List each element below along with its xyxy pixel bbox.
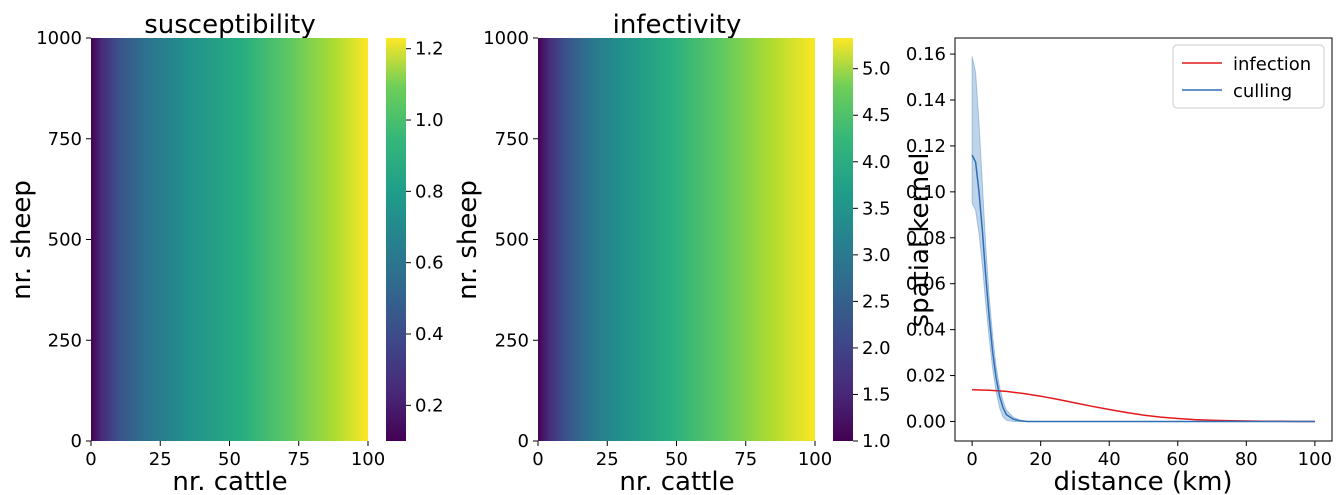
colorbar-susceptibility [386, 38, 406, 441]
series-line-culling [971, 154, 1315, 423]
y-tick-label-2-4: 1000 [483, 28, 529, 49]
colorbar-tick-label-2-7: 4.5 [862, 105, 891, 126]
x-tick-label-2-3: 75 [734, 449, 757, 470]
y-tick-label-1-0: 0 [71, 431, 82, 452]
colorbar-tick-label-2-2: 2.0 [862, 338, 891, 359]
colorbar-tick-label-1-5: 1.2 [415, 39, 444, 60]
colorbar-tick-label-1-4: 1.0 [415, 110, 444, 131]
x-axis-label-3: distance (km) [1053, 467, 1232, 495]
y-tick-label-1-3: 750 [48, 129, 82, 150]
x-tick-label-3-2: 40 [1098, 449, 1121, 470]
x-tick-label-1-3: 75 [287, 449, 310, 470]
colorbar-infectivity [833, 38, 853, 441]
colorbar-tick-label-2-8: 5.0 [862, 59, 891, 80]
x-tick-label-3-5: 100 [1298, 449, 1332, 470]
colorbar-tick-label-2-4: 3.0 [862, 245, 891, 266]
x-tick-label-2-1: 25 [596, 449, 619, 470]
x-tick-label-2-0: 0 [532, 449, 543, 470]
y-tick-label-3-4: 0.08 [906, 228, 946, 249]
colorbar-tick-label-2-3: 2.5 [862, 291, 891, 312]
y-tick-label-3-3: 0.06 [906, 274, 946, 295]
x-axis-label-1: nr. cattle [172, 467, 287, 495]
x-tick-label-1-0: 0 [85, 449, 96, 470]
x-tick-label-1-1: 25 [149, 449, 172, 470]
legend-box [1172, 44, 1325, 109]
y-axis-label-1: nr. sheep [7, 180, 37, 300]
colorbar-ticks-susceptibility: 0.2 0.4 0.6 0.8 1.0 1.2 [406, 39, 444, 416]
colorbar-ticks-infectivity: 1.0 1.5 2.0 2.5 3.0 3.5 4.0 4.5 5.0 [853, 59, 891, 452]
colorbar-tick-label-2-0: 1.0 [862, 431, 891, 452]
chart-title-2: infectivity [613, 10, 742, 40]
y-tick-label-2-3: 750 [495, 129, 529, 150]
y-tick-label-3-7: 0.14 [906, 90, 946, 111]
series-layer-kernel [971, 56, 1315, 423]
legend-label-culling: culling [1233, 81, 1292, 102]
legend-label-infection: infection [1233, 54, 1311, 75]
x-tick-label-3-0: 0 [966, 449, 977, 470]
colorbar-tick-label-1-1: 0.4 [415, 324, 444, 345]
colorbar-tick-label-1-0: 0.2 [415, 395, 444, 416]
y-tick-label-3-2: 0.04 [906, 320, 946, 341]
y-tick-label-1-1: 250 [48, 330, 82, 351]
heatmap-susceptibility [91, 38, 368, 441]
colorbar-tick-label-1-2: 0.6 [415, 253, 444, 274]
x-tick-label-1-2: 50 [218, 449, 241, 470]
colorbar-tick-label-2-1: 1.5 [862, 384, 891, 405]
y-tick-label-3-8: 0.16 [906, 44, 946, 65]
y-tick-label-1-2: 500 [48, 230, 82, 251]
y-tick-label-1-4: 1000 [36, 28, 82, 49]
axes-kernel: 0 20 40 60 80 100 0.00 0.02 0.04 0.06 0.08 0.10 0.12… [906, 44, 1332, 470]
y-tick-label-3-5: 0.10 [906, 182, 946, 203]
y-axis-label-3: spatial kernel [905, 153, 935, 328]
y-tick-label-3-1: 0.02 [906, 366, 946, 387]
colorbar-tick-label-2-5: 3.5 [862, 198, 891, 219]
x-tick-label-2-2: 50 [665, 449, 688, 470]
y-tick-label-3-6: 0.12 [906, 136, 946, 157]
legend: infection culling [1172, 44, 1325, 109]
panel-spatial-kernel: 0 20 40 60 80 100 0.00 0.02 0.04 0.06 0.08 0.10 0.12… [905, 37, 1333, 495]
y-tick-label-2-2: 500 [495, 230, 529, 251]
colorbar-tick-label-1-3: 0.8 [415, 181, 444, 202]
chart-title-1: susceptibility [144, 10, 316, 40]
heatmap-infectivity [538, 38, 815, 441]
x-tick-label-2-4: 100 [798, 449, 832, 470]
x-tick-label-3-3: 60 [1166, 449, 1189, 470]
y-tick-label-2-1: 250 [495, 330, 529, 351]
x-tick-label-3-4: 80 [1235, 449, 1258, 470]
y-axis-label-2: nr. sheep [453, 180, 483, 300]
panel-susceptibility: susceptibility 0 25 50 75 10002505007501000 … [7, 10, 444, 495]
y-tick-label-2-0: 0 [518, 431, 529, 452]
x-axis-label-2: nr. cattle [619, 467, 734, 495]
x-tick-label-1-4: 100 [351, 449, 385, 470]
y-tick-label-3-0: 0.00 [906, 411, 946, 432]
colorbar-tick-label-2-6: 4.0 [862, 152, 891, 173]
x-tick-label-3-1: 20 [1029, 449, 1052, 470]
